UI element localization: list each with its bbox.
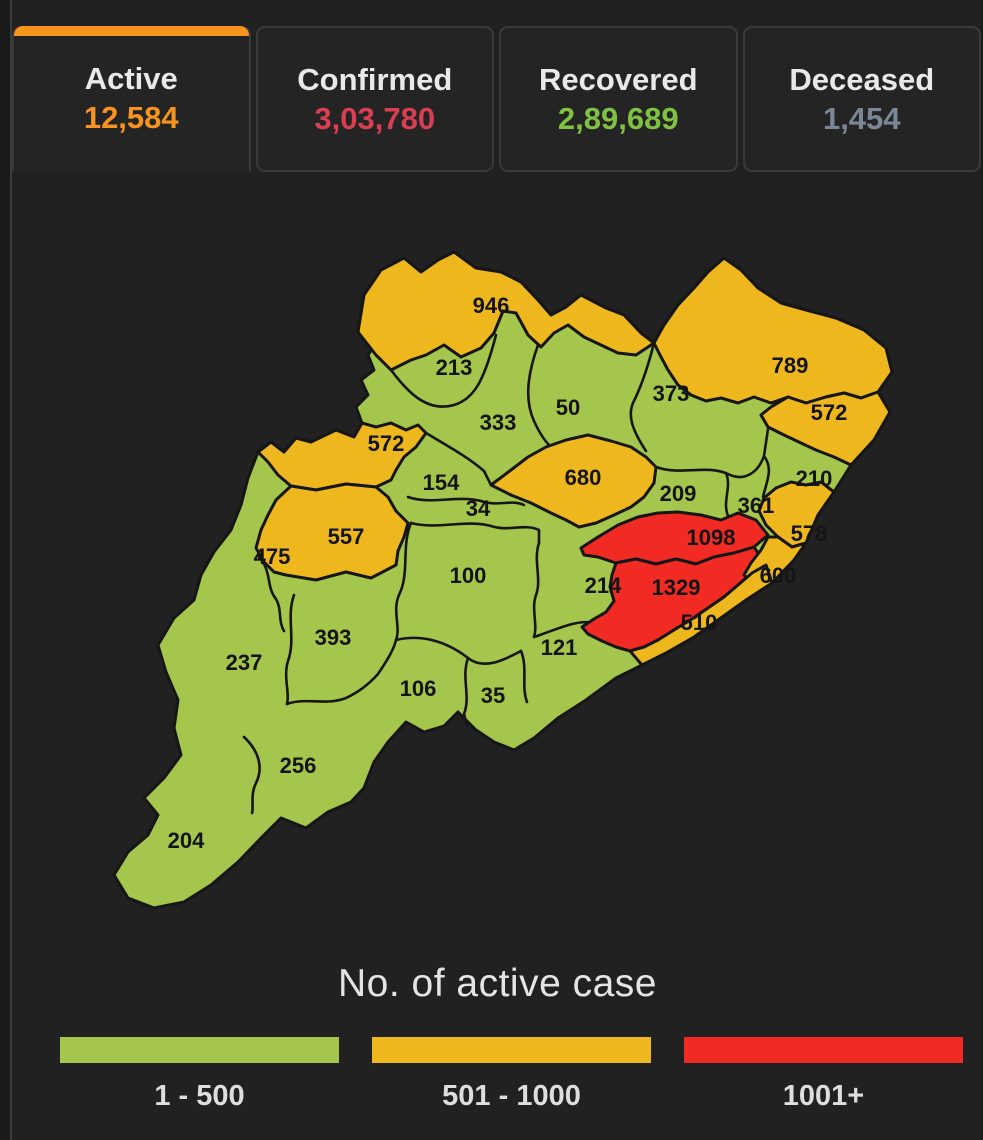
district-value-label: 214 bbox=[585, 573, 622, 598]
district-value-label: 210 bbox=[796, 466, 833, 491]
legend-swatch-high bbox=[684, 1037, 963, 1063]
district-boundary bbox=[629, 341, 656, 453]
district-value-label: 204 bbox=[168, 828, 205, 853]
district-boundary bbox=[526, 343, 552, 448]
dashboard: Active 12,584 Confirmed 3,03,780 Recovered 2,… bbox=[10, 0, 981, 1140]
district-boundary bbox=[242, 735, 261, 815]
tab-value: 2,89,689 bbox=[557, 101, 679, 136]
district-value-label: 213 bbox=[436, 355, 473, 380]
district-value-label: 256 bbox=[280, 753, 317, 778]
district-value-label: 557 bbox=[328, 524, 365, 549]
district-value-label: 50 bbox=[556, 395, 580, 420]
tab-label: Confirmed bbox=[297, 62, 453, 97]
district-value-label: 578 bbox=[791, 521, 828, 546]
tab-active[interactable]: Active 12,584 bbox=[12, 26, 251, 172]
district-region[interactable] bbox=[759, 390, 892, 467]
district-value-label: 393 bbox=[315, 625, 352, 650]
district-value-label: 34 bbox=[466, 496, 491, 521]
tab-label: Deceased bbox=[789, 62, 935, 97]
district-value-label: 361 bbox=[738, 493, 775, 518]
legend-label: 1001+ bbox=[782, 1080, 865, 1112]
district-value-label: 789 bbox=[772, 353, 809, 378]
district-boundary bbox=[257, 555, 286, 633]
district-boundary bbox=[406, 495, 526, 507]
map-legend: No. of active case 1 - 500 501 - 1000 1001… bbox=[12, 945, 983, 1140]
district-value-label: 35 bbox=[481, 683, 505, 708]
active-tab-indicator bbox=[14, 26, 249, 36]
stat-tabs: Active 12,584 Confirmed 3,03,780 Recovered 2,… bbox=[12, 0, 981, 172]
district-boundary bbox=[394, 636, 523, 665]
tab-confirmed[interactable]: Confirmed 3,03,780 bbox=[255, 26, 494, 172]
tab-deceased[interactable]: Deceased 1,454 bbox=[742, 26, 981, 172]
district-boundary bbox=[284, 593, 296, 706]
tab-value: 12,584 bbox=[83, 100, 179, 135]
district-value-label: 572 bbox=[811, 400, 848, 425]
map-area: 946 213 333 50 373 789 572 572 154 34 680 209 361 210… bbox=[12, 185, 983, 945]
district-boundary bbox=[424, 431, 493, 487]
district-value-label: 237 bbox=[226, 650, 263, 675]
district-region[interactable] bbox=[628, 563, 774, 667]
district-boundary bbox=[724, 471, 730, 518]
district-boundary bbox=[462, 656, 470, 728]
district-value-label: 100 bbox=[450, 563, 487, 588]
district-boundary bbox=[519, 649, 529, 704]
district-value-label: 600 bbox=[760, 563, 797, 588]
legend-label: 501 - 1000 bbox=[442, 1080, 581, 1112]
tab-label: Recovered bbox=[538, 62, 698, 97]
district-value-label: 121 bbox=[541, 635, 578, 660]
district-value-label: 333 bbox=[480, 410, 517, 435]
district-value-label: 475 bbox=[254, 544, 291, 569]
district-boundary bbox=[532, 541, 541, 639]
district-value-label: 373 bbox=[653, 381, 690, 406]
district-value-label: 106 bbox=[400, 676, 437, 701]
district-value-label: 1329 bbox=[652, 575, 701, 600]
district-boundary bbox=[761, 454, 771, 499]
district-region[interactable] bbox=[652, 256, 894, 405]
district-boundary bbox=[389, 333, 498, 408]
tab-value: 1,454 bbox=[822, 101, 901, 136]
legend-title: No. of active case bbox=[338, 962, 657, 1005]
district-value-label: 209 bbox=[660, 481, 697, 506]
district-value-label: 572 bbox=[368, 431, 405, 456]
district-value-label: 510 bbox=[681, 610, 718, 635]
tab-label: Active bbox=[84, 61, 178, 96]
district-boundary bbox=[285, 672, 380, 706]
district-boundary bbox=[376, 638, 398, 676]
district-boundary bbox=[654, 427, 770, 479]
district-value-label: 1098 bbox=[687, 525, 736, 550]
district-region[interactable] bbox=[254, 482, 410, 582]
district-boundary bbox=[409, 521, 541, 545]
tab-recovered[interactable]: Recovered 2,89,689 bbox=[499, 26, 738, 172]
district-region[interactable] bbox=[489, 433, 658, 529]
district-value-label: 680 bbox=[565, 465, 602, 490]
tab-value: 3,03,780 bbox=[314, 101, 436, 136]
district-boundary bbox=[394, 521, 413, 642]
legend-swatch-mid bbox=[372, 1037, 651, 1063]
legend-label: 1 - 500 bbox=[154, 1080, 245, 1112]
legend-swatch-low bbox=[60, 1037, 339, 1063]
district-value-label: 946 bbox=[473, 293, 510, 318]
district-region[interactable] bbox=[356, 250, 656, 372]
district-value-label: 154 bbox=[423, 470, 460, 495]
